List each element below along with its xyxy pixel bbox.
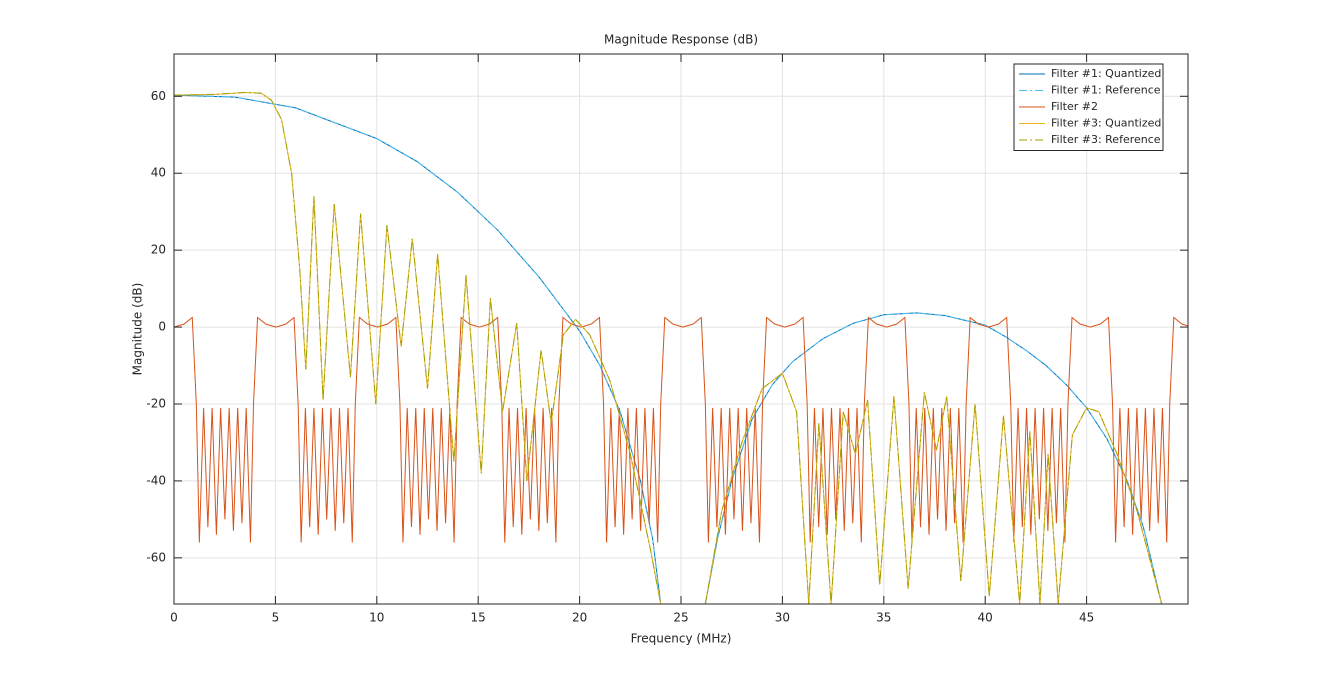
x-tick-label: 45 <box>1079 611 1094 625</box>
x-tick-label: 30 <box>775 611 790 625</box>
legend-label: Filter #3: Quantized <box>1051 117 1161 130</box>
x-tick-label: 5 <box>272 611 280 625</box>
x-tick-label: 40 <box>978 611 993 625</box>
series-line <box>174 316 1188 543</box>
legend-label: Filter #1: Reference <box>1051 84 1161 97</box>
series-line <box>174 91 1163 604</box>
y-tick-label: -60 <box>146 550 166 564</box>
ticks: 0 5 10 15 20 25 30 35 40 45 -60 -40 -20 0 20 40 60 <box>146 54 1188 625</box>
x-tick-label: 20 <box>572 611 587 625</box>
y-tick-label: 20 <box>151 243 166 257</box>
x-axis-label: Frequency (MHz) <box>631 632 732 646</box>
y-tick-label: 40 <box>151 166 166 180</box>
y-axis-label: Magnitude (dB) <box>131 283 145 376</box>
x-tick-label: 25 <box>673 611 688 625</box>
legend: Filter #1: Quantized Filter #1: Reference… <box>1013 63 1164 151</box>
series-line <box>174 94 1163 604</box>
chart-title: Magnitude Response (dB) <box>604 33 758 47</box>
legend-label: Filter #2 <box>1051 100 1098 113</box>
x-tick-label: 10 <box>369 611 384 625</box>
x-tick-label: 0 <box>170 611 178 625</box>
y-tick-label: 0 <box>158 320 166 334</box>
y-tick-label: 60 <box>151 89 166 103</box>
lines <box>174 91 1188 604</box>
y-tick-label: -40 <box>146 473 166 487</box>
y-tick-label: -20 <box>146 397 166 411</box>
x-tick-label: 35 <box>876 611 891 625</box>
x-tick-label: 15 <box>471 611 486 625</box>
legend-label: Filter #3: Reference <box>1051 133 1161 146</box>
legend-label: Filter #1: Quantized <box>1051 67 1161 80</box>
